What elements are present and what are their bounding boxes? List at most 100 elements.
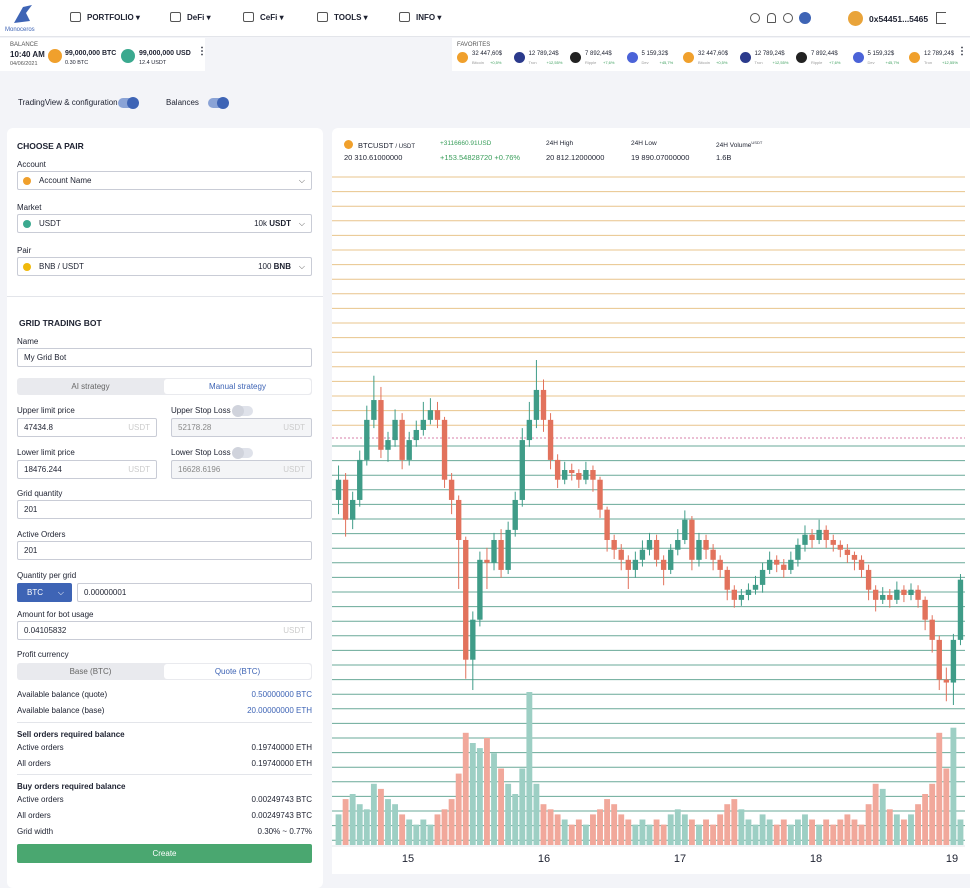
- menu-icon: [317, 12, 328, 22]
- volume-bar: [547, 809, 554, 845]
- fav-price[interactable]: 12 789,24$: [528, 51, 559, 57]
- menu-icon: [70, 12, 81, 22]
- volume-bar: [385, 799, 391, 845]
- qty-input[interactable]: 0.00000001: [77, 583, 312, 602]
- more-icon[interactable]: ⋮: [197, 46, 207, 57]
- value: 0.00249743 BTC: [251, 795, 313, 804]
- volume-bar: [915, 804, 921, 845]
- fav-name: Bitcoin: [698, 60, 711, 65]
- volume-bar: [646, 824, 653, 845]
- candle-body: [597, 479, 603, 510]
- coin-icon: [23, 263, 31, 271]
- symbol: BTCUSDT / USDT: [358, 141, 415, 150]
- toggle-label: Balances: [166, 98, 199, 107]
- label: Lower limit price: [17, 448, 75, 457]
- value: 20.00000000 ETH: [247, 706, 312, 715]
- active-input[interactable]: 201: [17, 541, 312, 560]
- candle-body: [731, 589, 737, 600]
- globe-icon[interactable]: [783, 13, 793, 23]
- currency-select[interactable]: BTC ⌵: [17, 583, 72, 602]
- logout-icon[interactable]: [936, 12, 946, 24]
- asset-sub: 0.30 BTC: [65, 60, 89, 66]
- candle-body: [781, 564, 787, 570]
- pair-select[interactable]: BNB / USDT 100 BNB ⌵: [17, 257, 312, 276]
- unit: USDT: [128, 465, 150, 474]
- lower-input[interactable]: 18476.244 USDT: [17, 460, 157, 479]
- grid-input[interactable]: 201: [17, 500, 312, 519]
- toggle[interactable]: [232, 447, 253, 459]
- candle-body: [788, 559, 794, 570]
- fav-price[interactable]: 5 159,32$: [867, 51, 895, 57]
- candle-body: [894, 589, 900, 600]
- tab[interactable]: Quote (BTC): [164, 664, 311, 679]
- volume-bar: [590, 814, 596, 845]
- candle-body: [738, 594, 745, 600]
- fav-price[interactable]: 12 789,24$: [924, 51, 955, 57]
- fav-price[interactable]: 7 892,44$: [585, 51, 612, 57]
- candle-body: [682, 519, 688, 540]
- candle-body: [463, 539, 469, 660]
- menu-item[interactable]: PORTFOLIO ▾: [87, 13, 140, 22]
- candle-body: [844, 549, 851, 555]
- candle-body: [668, 549, 674, 570]
- value: Account Name: [39, 176, 92, 185]
- menu-item[interactable]: INFO ▾: [416, 13, 442, 22]
- create-button[interactable]: Create: [17, 844, 312, 863]
- toggle[interactable]: [232, 405, 253, 417]
- wallet-address[interactable]: 0x54451...5465: [869, 14, 929, 24]
- volume-bar: [667, 814, 674, 845]
- account-select[interactable]: Account Name ⌵: [17, 171, 312, 190]
- toggle[interactable]: [208, 97, 229, 109]
- fav-price[interactable]: 32 447,60$: [698, 51, 729, 57]
- menu-item[interactable]: CeFi ▾: [260, 13, 284, 22]
- amount-input[interactable]: 0.04105832 USDT: [17, 621, 312, 640]
- volume-bar: [455, 773, 462, 845]
- toggle[interactable]: [118, 97, 139, 109]
- fav-price[interactable]: 32 447,60$: [472, 51, 503, 57]
- value: USDT: [39, 219, 61, 228]
- help-icon[interactable]: [750, 13, 760, 23]
- fav-price[interactable]: 7 892,44$: [811, 51, 838, 57]
- candle-body: [399, 419, 405, 460]
- label: Active orders: [17, 795, 64, 804]
- lower-sl-input[interactable]: 16628.6196 USDT: [171, 460, 312, 479]
- fav-change: +12,55%: [546, 60, 563, 65]
- candle-body: [774, 559, 780, 565]
- candle-body: [872, 589, 879, 600]
- candle-body: [943, 679, 950, 683]
- value: 0.19740000 ETH: [251, 743, 313, 752]
- candle-body: [625, 559, 631, 570]
- menu-item[interactable]: DeFi ▾: [187, 13, 211, 22]
- tab[interactable]: AI strategy: [71, 382, 110, 391]
- volume-bar: [554, 814, 561, 845]
- upper-input[interactable]: 47434.8 USDT: [17, 418, 157, 437]
- volume-bar: [519, 768, 526, 845]
- upper-sl-input[interactable]: 52178.28 USDT: [171, 418, 312, 437]
- label: Upper Stop Loss: [171, 406, 231, 415]
- menu-item[interactable]: TOOLS ▾: [334, 13, 368, 22]
- candle-body: [604, 509, 610, 540]
- fav-price[interactable]: 5 159,32$: [641, 51, 669, 57]
- volume-bar: [717, 814, 724, 845]
- candle-body: [590, 470, 596, 480]
- tab[interactable]: Manual strategy: [164, 379, 311, 394]
- price: 20 310.61000000: [344, 153, 403, 162]
- volume-bar: [476, 748, 483, 845]
- candle-body: [378, 400, 384, 450]
- candle-body: [357, 459, 363, 500]
- volume-bar: [802, 814, 808, 845]
- candle-body: [646, 539, 653, 550]
- market-select[interactable]: USDT 10k USDT ⌵: [17, 214, 312, 233]
- tab[interactable]: Base (BTC): [69, 667, 112, 676]
- fav-price[interactable]: 12 789,24$: [754, 51, 785, 57]
- bell-icon[interactable]: [767, 13, 776, 23]
- fav-change: +7,6%: [603, 60, 615, 65]
- volume-bar: [851, 819, 858, 845]
- volume-bar: [724, 804, 731, 845]
- theme-toggle[interactable]: [799, 12, 811, 24]
- more-icon[interactable]: ⋮: [957, 46, 967, 57]
- name-input[interactable]: My Grid Bot: [17, 348, 312, 367]
- volume-bar: [653, 819, 660, 845]
- volume-bar: [660, 824, 667, 845]
- candle-body: [908, 589, 914, 595]
